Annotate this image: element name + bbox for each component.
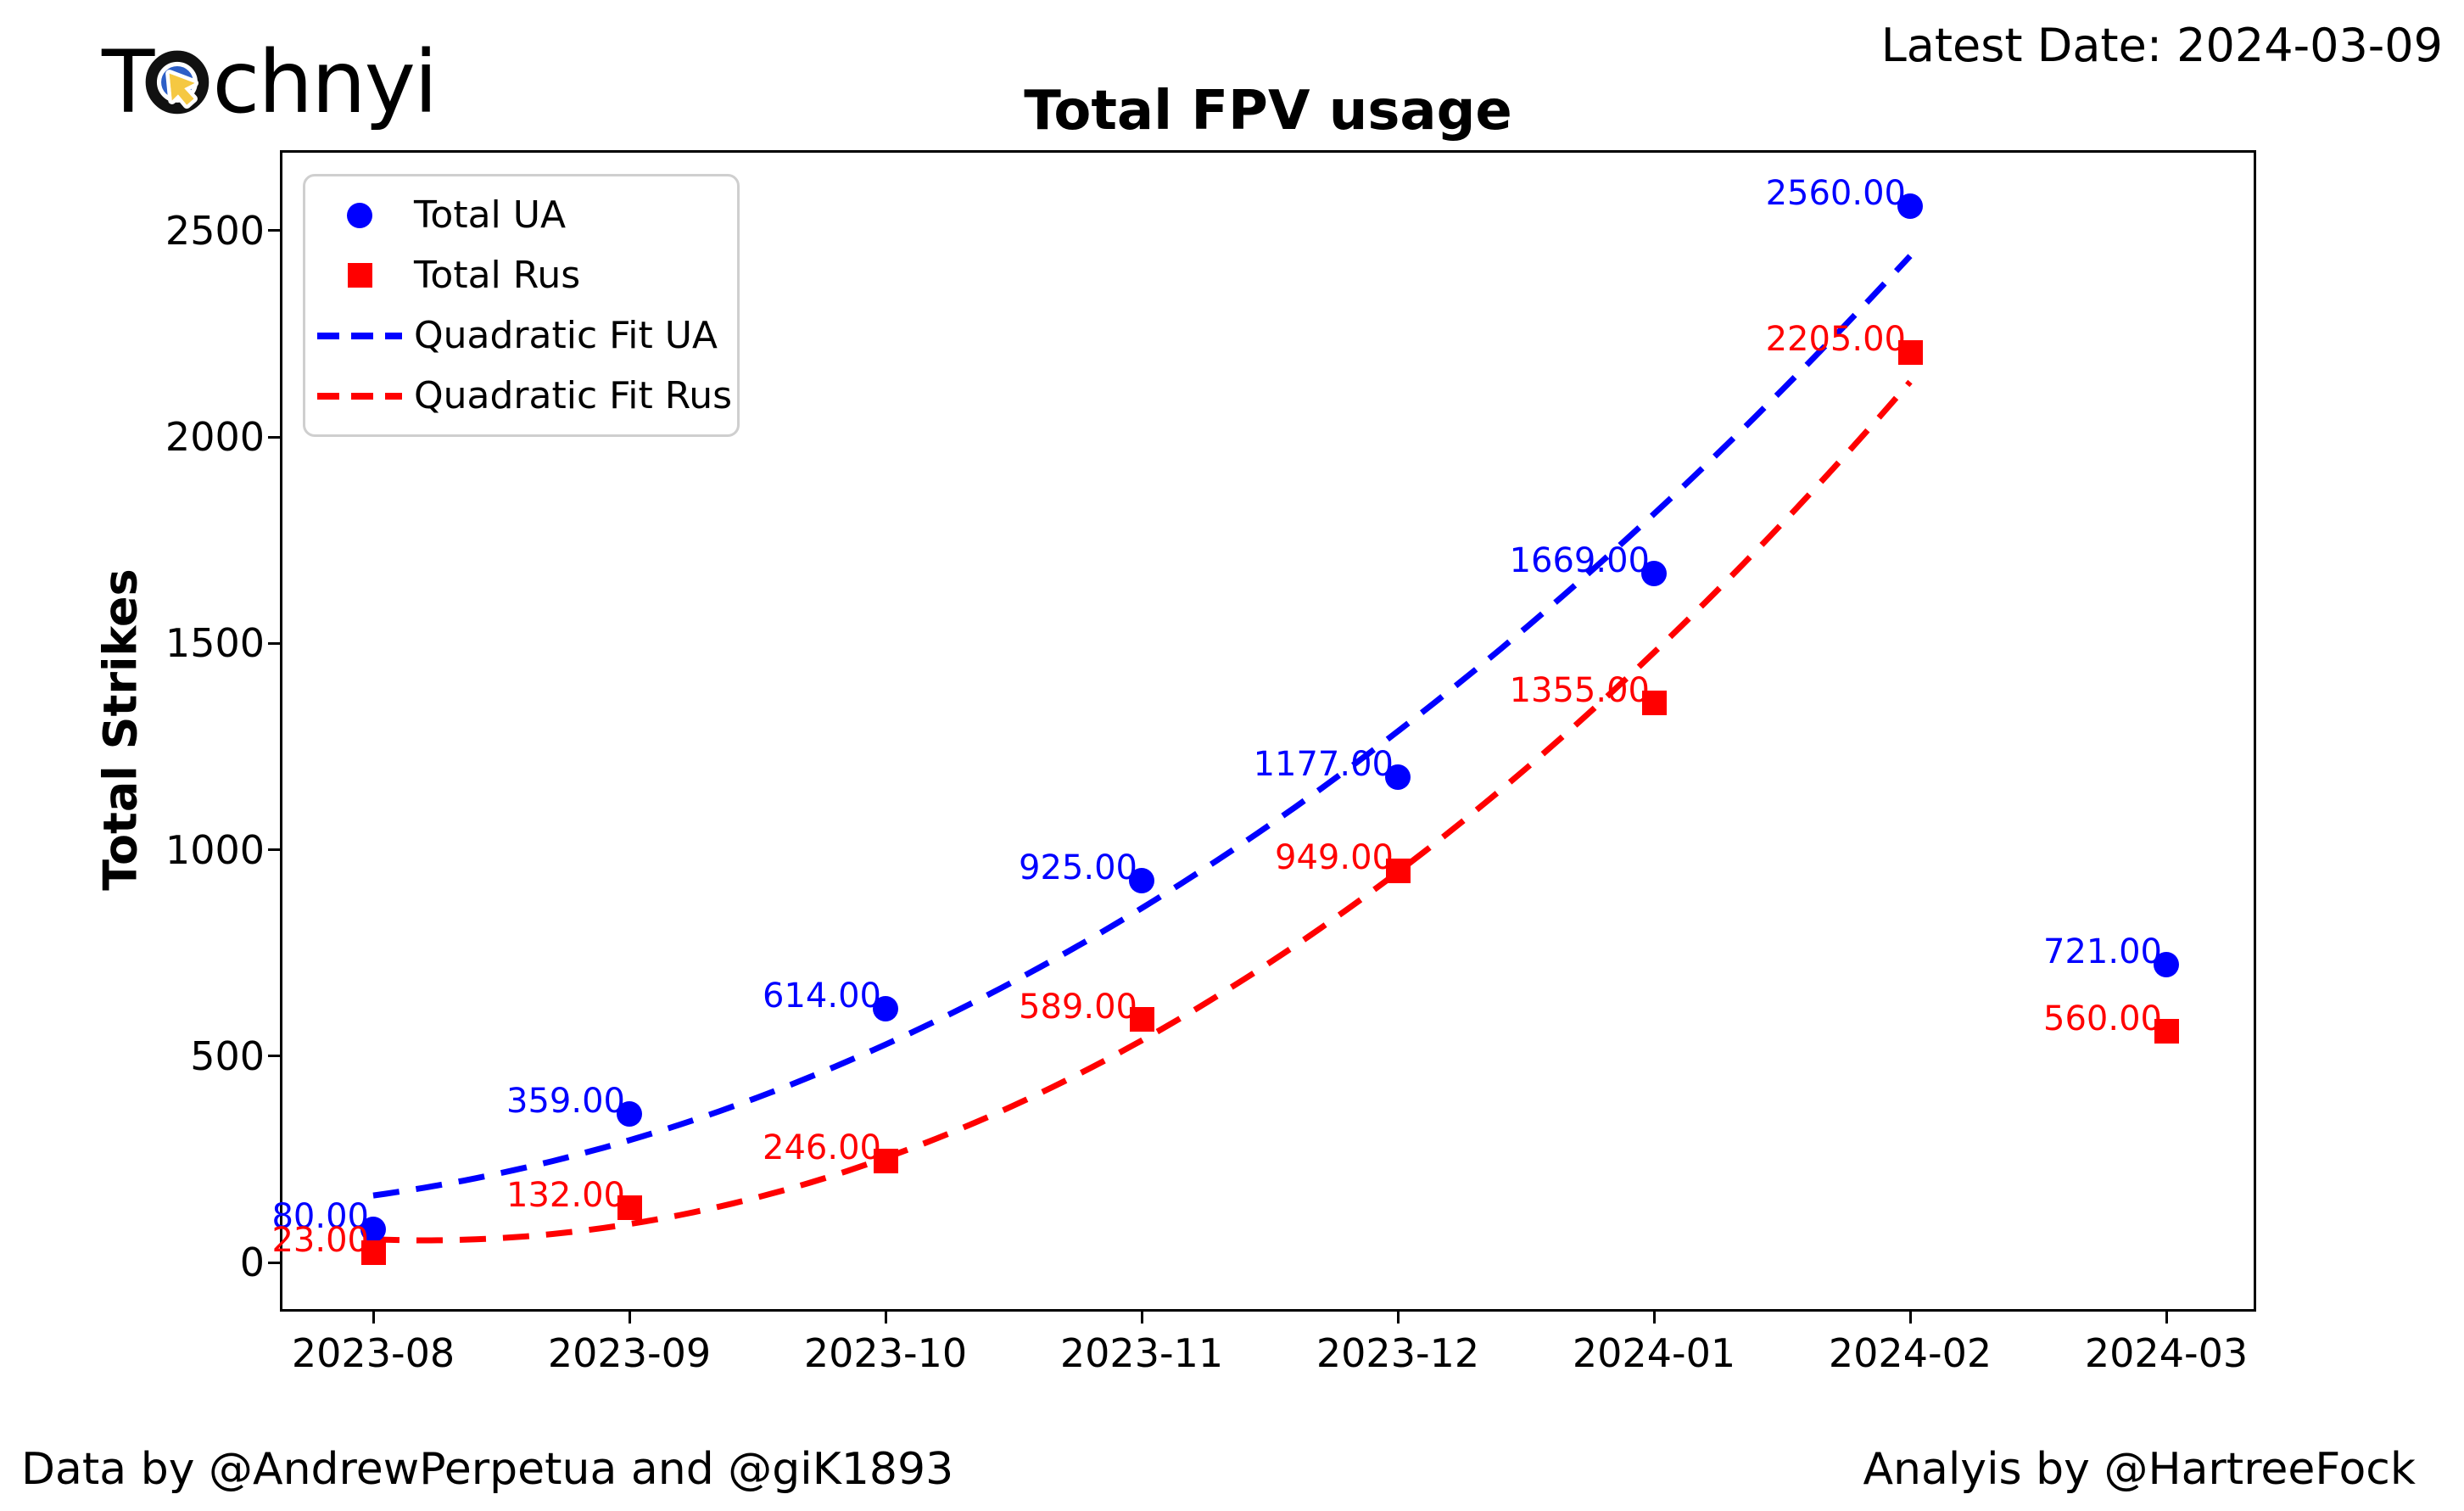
blue-circle-marker-icon (347, 202, 372, 228)
data-point-total-ua (1129, 868, 1154, 894)
data-point-label: 925.00 (1019, 848, 1137, 888)
data-point-label: 949.00 (1275, 838, 1394, 878)
x-tick-label: 2023-10 (803, 1330, 968, 1376)
y-tick-mark (268, 229, 280, 232)
plot-area (280, 150, 2256, 1312)
y-tick-label: 0 (239, 1240, 265, 1286)
data-point-total-ua (1385, 764, 1411, 790)
data-point-label: 589.00 (1019, 987, 1137, 1027)
legend-item-total-ua: Total UA (305, 193, 737, 237)
data-point-label: 1355.00 (1509, 670, 1650, 710)
data-point-label: 1669.00 (1509, 541, 1650, 581)
y-tick-label: 1000 (165, 826, 265, 873)
legend-label: Total UA (414, 193, 567, 237)
red-dashed-line-icon (317, 392, 402, 400)
y-tick-mark (268, 848, 280, 852)
x-tick-mark (628, 1312, 631, 1324)
legend-item-total-rus: Total Rus (305, 254, 737, 297)
data-point-label: 560.00 (2043, 999, 2162, 1038)
data-point-label: 2205.00 (1765, 320, 1906, 360)
legend-label: Total Rus (414, 254, 581, 297)
data-point-total-ua (2154, 952, 2179, 978)
data-credit: Data by @AndrewPerpetua and @giK1893 (21, 1444, 954, 1495)
data-point-label: 1177.00 (1253, 744, 1394, 784)
y-tick-mark (268, 1261, 280, 1264)
x-tick-label: 2024-01 (1572, 1330, 1736, 1376)
data-point-total-rus (1129, 1007, 1154, 1033)
data-point-total-rus (1897, 339, 1923, 365)
y-tick-label: 500 (190, 1033, 265, 1079)
latest-date-label: Latest Date: 2024-03-09 (1880, 19, 2443, 72)
y-tick-mark (268, 435, 280, 439)
x-tick-label: 2023-11 (1059, 1330, 1224, 1376)
y-tick-mark (268, 641, 280, 645)
x-tick-mark (1140, 1312, 1143, 1324)
data-point-label: 614.00 (763, 977, 881, 1016)
y-tick-label: 1500 (165, 620, 265, 667)
chart-title: Total FPV usage (1024, 80, 1512, 143)
data-point-label: 246.00 (763, 1128, 881, 1168)
legend-item-fit-ua: Quadratic Fit UA (305, 314, 737, 357)
data-point-label: 23.00 (271, 1220, 369, 1260)
data-point-total-ua (873, 996, 898, 1022)
x-tick-label: 2023-12 (1316, 1330, 1480, 1376)
data-point-total-rus (617, 1195, 642, 1221)
y-tick-label: 2500 (165, 207, 265, 254)
data-point-total-rus (1385, 858, 1411, 883)
x-tick-mark (1396, 1312, 1400, 1324)
x-tick-mark (1908, 1312, 1912, 1324)
x-tick-label: 2024-02 (1828, 1330, 1992, 1376)
data-point-total-ua (360, 1217, 386, 1243)
data-point-label: 2560.00 (1765, 173, 1906, 213)
analysis-credit: Analyis by @HartreeFock (1863, 1444, 2416, 1495)
legend-label: Quadratic Fit Rus (414, 374, 733, 417)
logo: T chnyi (102, 32, 438, 133)
y-axis-label: Total Strikes (93, 568, 148, 891)
legend-label: Quadratic Fit UA (414, 314, 718, 357)
x-tick-mark (1652, 1312, 1656, 1324)
data-point-total-rus (360, 1240, 386, 1266)
y-tick-label: 2000 (165, 414, 265, 461)
red-square-marker-icon (347, 263, 372, 288)
data-point-total-rus (1641, 691, 1667, 716)
data-point-label: 80.00 (271, 1197, 369, 1237)
data-point-total-rus (873, 1148, 898, 1173)
data-point-label: 132.00 (506, 1175, 625, 1215)
x-tick-mark (372, 1312, 375, 1324)
data-point-total-ua (617, 1101, 642, 1128)
blue-dashed-line-icon (317, 332, 402, 339)
data-point-total-ua (1641, 561, 1667, 587)
logo-click-target-icon (145, 50, 210, 115)
x-tick-mark (884, 1312, 887, 1324)
data-point-total-ua (1897, 193, 1923, 219)
logo-text-post: chnyi (212, 32, 438, 133)
x-tick-label: 2024-03 (2084, 1330, 2249, 1376)
data-point-label: 721.00 (2043, 932, 2162, 972)
data-point-total-rus (2154, 1019, 2179, 1044)
y-tick-mark (268, 1055, 280, 1058)
x-tick-mark (2165, 1312, 2168, 1324)
x-tick-label: 2023-08 (291, 1330, 455, 1376)
data-point-label: 359.00 (506, 1082, 625, 1122)
logo-text-pre: T (102, 32, 154, 133)
x-tick-label: 2023-09 (547, 1330, 712, 1376)
legend-item-fit-rus: Quadratic Fit Rus (305, 374, 737, 417)
legend: Total UA Total Rus Quadratic Fit UA Quad… (303, 174, 740, 437)
